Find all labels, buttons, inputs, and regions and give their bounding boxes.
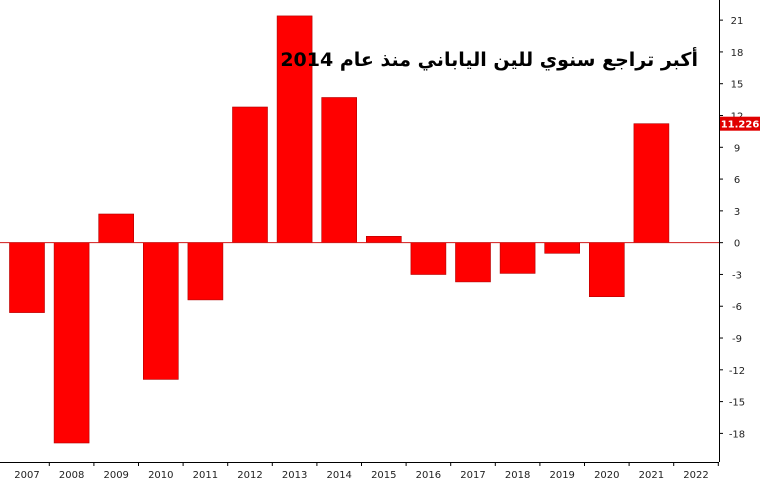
y-tick-label: -6 [732,302,742,313]
bar-2007 [9,242,45,313]
y-tick-label: 15 [731,80,744,91]
bar-2020 [588,242,625,297]
x-tick-label: 2019 [549,470,574,481]
bars-layer [9,15,670,444]
bar-2015 [365,236,402,244]
bar-2011 [187,242,224,301]
bar-2012 [232,106,268,243]
bar-2008 [53,242,90,444]
x-tick-label: 2018 [505,470,530,481]
y-tick-label: -3 [732,270,742,281]
y-tick-label: 6 [734,175,740,186]
y-tick-label: 0 [734,239,740,250]
bar-2017 [455,242,491,283]
y-tick-label: 21 [731,16,744,27]
last-value-label: 11.226 [721,120,760,131]
x-ticks-layer: 2007 2008 2009 2010 2011 2012 2013 2014 2015 2016… [14,462,719,481]
x-tick-label: 2022 [683,470,708,481]
bar-2013 [276,15,313,244]
chart-title: أكبر تراجع سنوي للين الياباني منذ عام 20… [280,47,698,72]
bar-2010 [143,242,179,380]
y-ticks-layer: 211815129630-3-6-9-12-15-18 [719,16,745,440]
x-tick-label: 2013 [282,470,307,481]
bar-2014 [321,97,358,243]
x-tick-label: 2021 [639,470,664,481]
y-tick-label: -9 [732,334,742,345]
bar-2019 [544,242,581,254]
x-tick-label: 2016 [416,470,441,481]
bar-2016 [410,242,447,275]
x-tick-label: 2010 [148,470,173,481]
x-tick-label: 2015 [371,470,396,481]
last-value-badge: 11.226 [720,116,760,131]
x-tick-label: 2009 [103,470,128,481]
y-tick-label: -12 [729,366,745,377]
y-tick-label: 3 [734,207,740,218]
x-tick-label: 2007 [14,470,39,481]
y-tick-label: -15 [729,398,745,409]
bar-2018 [499,242,536,274]
x-tick-label: 2008 [59,470,84,481]
x-tick-label: 2020 [594,470,619,481]
last-value-badge-box [720,116,760,131]
bar-2009 [98,213,134,243]
x-tick-label: 2012 [237,470,262,481]
y-tick-label: 9 [734,143,740,154]
y-tick-label: 18 [731,48,744,59]
bar-2021 [633,123,670,243]
x-tick-label: 2017 [460,470,485,481]
x-tick-label: 2011 [193,470,218,481]
y-tick-label: -18 [729,429,745,440]
x-tick-label: 2014 [326,470,351,481]
